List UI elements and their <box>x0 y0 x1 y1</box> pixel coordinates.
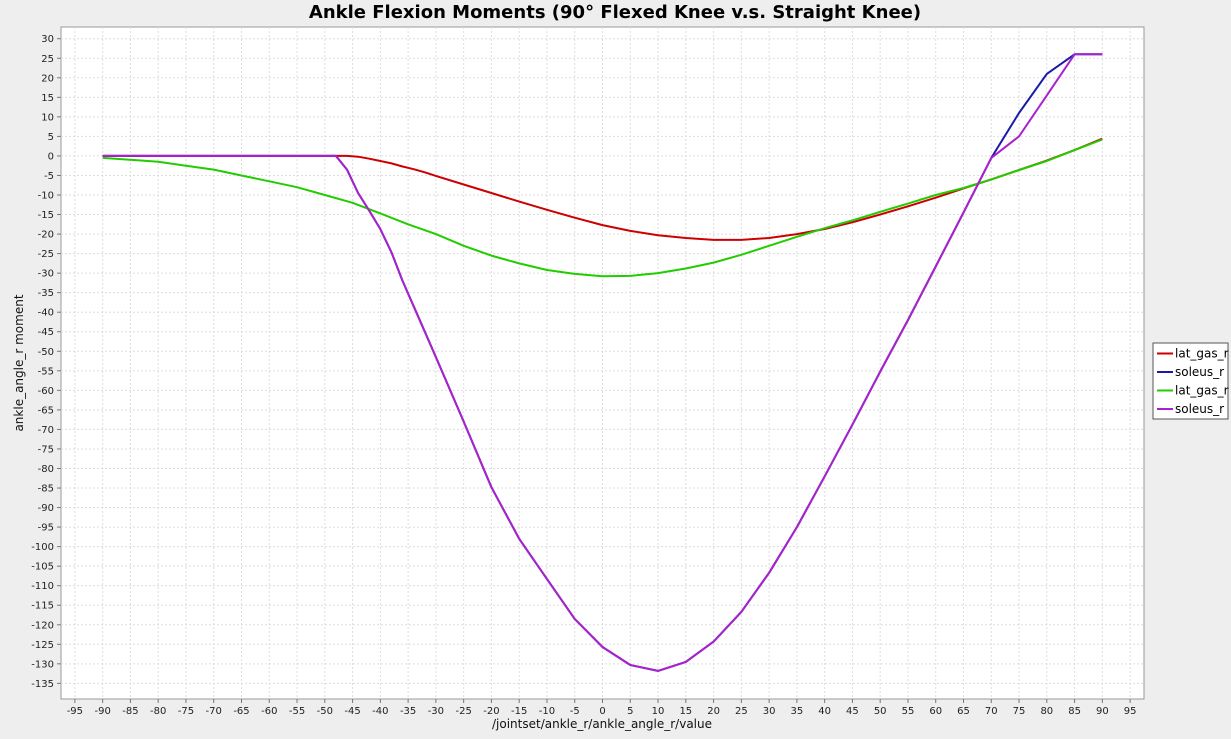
series-line-lat_gas_r-2 <box>102 138 1103 278</box>
y-tick-label: -5 <box>44 171 54 182</box>
grid <box>61 27 1144 699</box>
y-tick-label: 10 <box>41 112 54 123</box>
y-tick-label: 15 <box>41 93 54 104</box>
x-tick-label: 10 <box>652 706 665 717</box>
x-tick-label: 85 <box>1068 706 1081 717</box>
y-tick-label: -60 <box>38 386 54 397</box>
chart-title: Ankle Flexion Moments (90° Flexed Knee v… <box>309 2 921 23</box>
y-tick-label: -70 <box>38 425 54 436</box>
x-tick-label: 25 <box>735 706 748 717</box>
x-tick-label: 15 <box>679 706 692 717</box>
y-tick-label: -65 <box>38 405 54 416</box>
y-tick-label: 5 <box>48 132 54 143</box>
y-tick-label: 0 <box>48 151 54 162</box>
x-tick-label: 65 <box>957 706 970 717</box>
y-tick-label: -15 <box>38 210 54 221</box>
y-tick-label: -55 <box>38 366 54 377</box>
legend-label: soleus_r <box>1175 365 1224 379</box>
x-tick-label: -95 <box>67 706 83 717</box>
y-tick-label: -90 <box>38 503 54 514</box>
x-tick-label: -70 <box>206 706 222 717</box>
x-tick-label: 5 <box>627 706 633 717</box>
x-tick-label: -65 <box>233 706 249 717</box>
x-tick-label: 80 <box>1040 706 1053 717</box>
y-tick-label: 30 <box>41 34 54 45</box>
x-tick-label: 50 <box>874 706 887 717</box>
y-tick-label: -20 <box>38 230 54 241</box>
x-tick-label: 55 <box>902 706 915 717</box>
x-tick-label: -30 <box>428 706 444 717</box>
legend-label: lat_gas_r <box>1175 347 1229 361</box>
y-tick-label: -50 <box>38 347 54 358</box>
y-tick-label: -80 <box>38 464 54 475</box>
x-tick-label: 45 <box>846 706 859 717</box>
x-tick-label: -20 <box>483 706 499 717</box>
y-tick-label: -110 <box>31 581 54 592</box>
x-tick-label: 40 <box>818 706 831 717</box>
x-tick-label: -15 <box>511 706 527 717</box>
y-tick-label: -100 <box>31 542 54 553</box>
series-line-soleus_r-3 <box>102 53 1103 672</box>
y-tick-label: -115 <box>31 601 54 612</box>
x-tick-label: -75 <box>178 706 194 717</box>
x-tick-label: -25 <box>455 706 471 717</box>
series-line-lat_gas_r-0 <box>102 137 1103 241</box>
x-tick-label: 95 <box>1124 706 1137 717</box>
y-axis-label: ankle_angle_r moment <box>12 294 26 431</box>
x-tick-label: 75 <box>1013 706 1026 717</box>
x-tick-label: 60 <box>929 706 942 717</box>
y-tick-label: -85 <box>38 484 54 495</box>
legend-box <box>1152 342 1229 420</box>
x-tick-label: -50 <box>317 706 333 717</box>
x-tick-label: -90 <box>94 706 110 717</box>
x-tick-label: -40 <box>372 706 388 717</box>
y-tick-label: -120 <box>31 620 54 631</box>
x-tick-label: 35 <box>791 706 804 717</box>
y-tick-label: -10 <box>38 191 54 202</box>
x-tick-label: -5 <box>570 706 580 717</box>
x-tick-label: -35 <box>400 706 416 717</box>
y-tick-label: -30 <box>38 269 54 280</box>
x-tick-label: 0 <box>599 706 605 717</box>
y-tick-label: 25 <box>41 54 54 65</box>
y-tick-label: -40 <box>38 308 54 319</box>
x-tick-label: -55 <box>289 706 305 717</box>
legend-label: soleus_r <box>1175 402 1224 416</box>
x-tick-label: 70 <box>985 706 998 717</box>
y-tick-label: 20 <box>41 73 54 84</box>
y-tick-label: -95 <box>38 523 54 534</box>
legend-label: lat_gas_r <box>1175 384 1229 398</box>
x-axis-label: /jointset/ankle_r/ankle_angle_r/value <box>492 717 712 731</box>
y-tick-label: -45 <box>38 327 54 338</box>
x-tick-label: -80 <box>150 706 166 717</box>
x-tick-label: -85 <box>122 706 138 717</box>
x-tick-label: 30 <box>763 706 776 717</box>
axes: -95 -90 -85 -80 -75 -70 -65 -60 -55 -50 -45 -40 -35-… <box>31 34 1136 717</box>
y-tick-label: -130 <box>31 659 54 670</box>
legend: lat_gas_r soleus_r lat_gas_r soleus_r <box>1152 342 1229 420</box>
x-tick-label: -60 <box>261 706 277 717</box>
y-tick-label: -125 <box>31 640 54 651</box>
y-tick-label: -105 <box>31 562 54 573</box>
x-tick-label: -10 <box>539 706 555 717</box>
x-tick-label: -45 <box>344 706 360 717</box>
series-lines <box>102 53 1103 672</box>
y-tick-label: -75 <box>38 444 54 455</box>
y-tick-label: -135 <box>31 679 54 690</box>
x-tick-label: 90 <box>1096 706 1109 717</box>
x-tick-label: 20 <box>707 706 720 717</box>
y-tick-label: -25 <box>38 249 54 260</box>
y-tick-label: -35 <box>38 288 54 299</box>
